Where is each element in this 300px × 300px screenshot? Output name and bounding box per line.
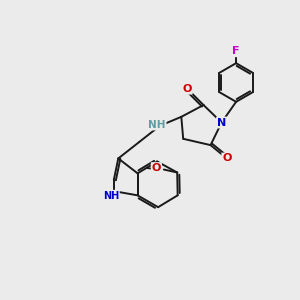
Text: O: O bbox=[152, 163, 161, 173]
Text: O: O bbox=[182, 84, 192, 94]
Text: NH: NH bbox=[103, 190, 119, 201]
Text: N: N bbox=[217, 118, 226, 128]
Text: O: O bbox=[222, 154, 232, 164]
Text: NH: NH bbox=[148, 120, 166, 130]
Text: F: F bbox=[232, 46, 240, 56]
